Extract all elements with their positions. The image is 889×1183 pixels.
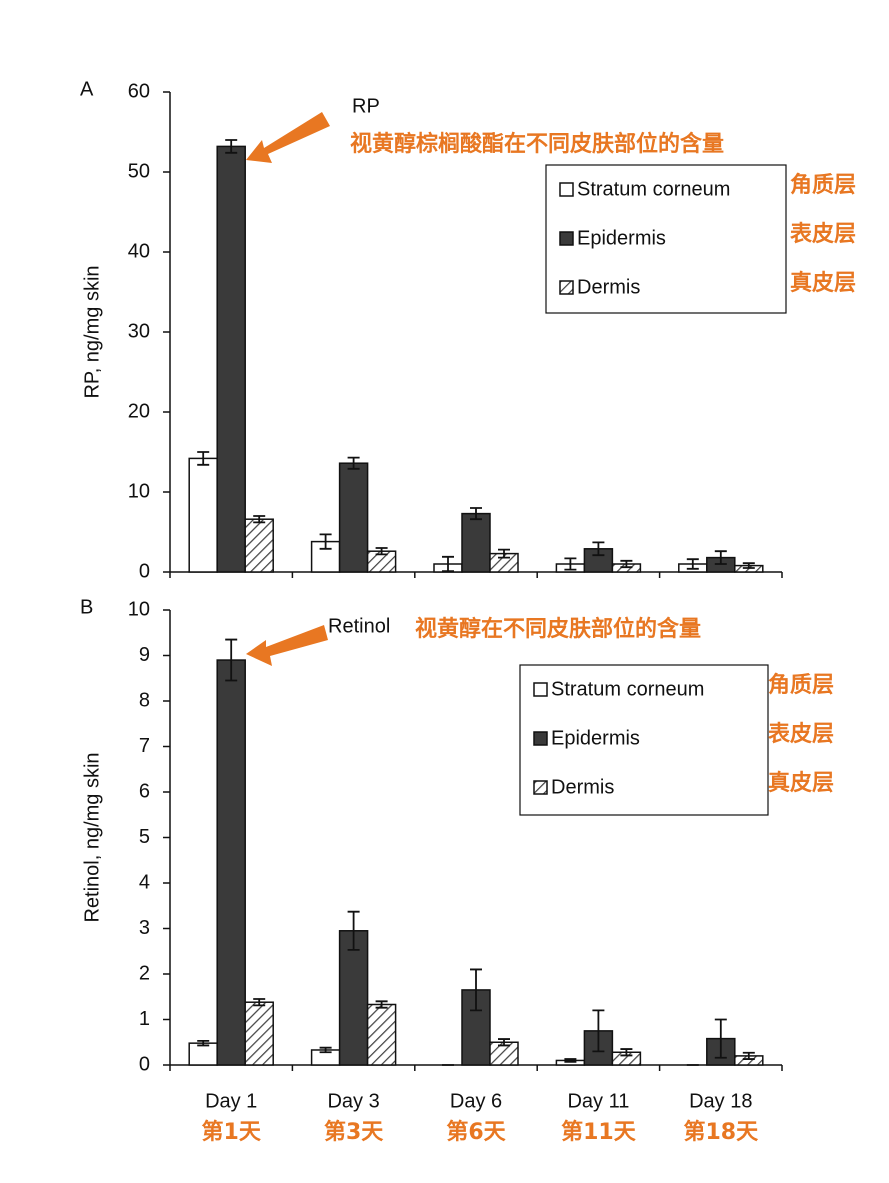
y-tick-label: 2 <box>139 962 150 984</box>
legend-label: Dermis <box>551 776 614 798</box>
error-bar <box>686 558 699 570</box>
error-bar <box>253 515 266 524</box>
legend-label: Stratum corneum <box>577 178 730 200</box>
legend-swatch <box>559 182 574 197</box>
bar <box>216 145 246 573</box>
error-bar <box>620 1048 633 1057</box>
x-tick-label: Day 11 <box>567 1090 629 1112</box>
error-bar <box>592 541 605 557</box>
error-bar <box>319 533 332 550</box>
arrow <box>246 625 328 666</box>
legend-label-cn: 表皮层 <box>768 721 834 747</box>
x-tick-label: Day 1 <box>205 1090 257 1112</box>
error-bar <box>319 1046 332 1054</box>
error-bar <box>714 550 727 565</box>
legend-label-cn: 表皮层 <box>790 221 856 247</box>
error-bar <box>375 1000 388 1009</box>
error-bar <box>564 557 577 571</box>
bar <box>366 1003 397 1066</box>
error-bar <box>498 548 510 559</box>
legend-label-cn: 角质层 <box>768 672 834 698</box>
y-tick-label: 10 <box>128 598 150 620</box>
y-tick-label: 0 <box>139 560 150 582</box>
bar <box>216 659 246 1066</box>
x-tick-label-cn: 第6天 <box>446 1119 506 1145</box>
legend-swatch <box>533 682 548 697</box>
legend-label-cn: 真皮层 <box>790 270 856 296</box>
error-bar <box>742 562 755 569</box>
annotation: Retinol <box>328 615 390 637</box>
legend-swatch <box>533 731 548 746</box>
error-bar <box>225 638 238 682</box>
error-bar <box>442 555 454 573</box>
bar <box>188 1042 218 1066</box>
y-tick-label: 5 <box>139 826 150 848</box>
error-bar <box>197 451 210 466</box>
y-axis-title: RP, ng/mg skin <box>81 265 103 398</box>
y-tick-label: 9 <box>139 644 150 666</box>
annotation-cn: 视黄醇在不同皮肤部位的含量 <box>415 616 701 642</box>
y-tick-label: 40 <box>128 240 150 262</box>
bar <box>244 518 274 573</box>
y-tick-label: 6 <box>139 780 150 802</box>
bar <box>188 457 218 573</box>
y-tick-label: 10 <box>128 480 150 502</box>
x-tick-label: Day 3 <box>327 1090 379 1112</box>
bar <box>338 462 369 573</box>
bar <box>244 1001 274 1066</box>
panel-label: A <box>80 78 94 100</box>
x-tick-label: Day 18 <box>689 1090 752 1112</box>
legend-label: Epidermis <box>551 727 640 749</box>
y-tick-label: 7 <box>139 735 150 757</box>
legend-label-cn: 真皮层 <box>768 770 834 796</box>
legend-label: Epidermis <box>577 227 666 249</box>
error-bar <box>564 1058 577 1063</box>
legend-box <box>545 164 787 314</box>
legend-swatch <box>559 280 574 295</box>
x-tick-label-cn: 第3天 <box>324 1119 384 1145</box>
error-bar <box>714 1018 727 1059</box>
x-tick-label: Day 6 <box>450 1090 502 1112</box>
error-bar <box>742 1051 755 1060</box>
y-tick-label: 4 <box>139 871 150 893</box>
legend-label-cn: 角质层 <box>790 172 856 198</box>
error-bar <box>592 1009 605 1053</box>
y-axis-title: Retinol, ng/mg skin <box>81 752 103 922</box>
annotation-cn: 视黄醇棕榈酸酯在不同皮肤部位的含量 <box>350 131 724 157</box>
error-bar <box>375 547 388 556</box>
panel-label: B <box>80 596 93 618</box>
error-bar <box>197 1039 210 1047</box>
arrow <box>246 112 330 163</box>
error-bar <box>225 139 238 154</box>
bar <box>338 930 369 1066</box>
y-tick-label: 8 <box>139 689 150 711</box>
bar <box>461 512 491 573</box>
y-tick-label: 60 <box>128 80 150 102</box>
error-bar <box>470 968 482 1012</box>
y-tick-label: 50 <box>128 160 150 182</box>
x-tick-label-cn: 第18天 <box>683 1119 759 1145</box>
y-tick-label: 20 <box>128 400 150 422</box>
bar <box>706 1037 736 1066</box>
error-bar <box>620 559 633 569</box>
error-bar <box>253 998 266 1007</box>
error-bar <box>347 910 360 951</box>
legend-box <box>519 664 769 816</box>
x-tick-label-cn: 第1天 <box>202 1119 262 1145</box>
legend-label: Dermis <box>577 276 640 298</box>
error-bar <box>498 1038 510 1047</box>
legend-swatch <box>559 231 574 246</box>
x-tick-label-cn: 第11天 <box>561 1119 637 1145</box>
annotation: RP <box>352 95 380 117</box>
legend-label: Stratum corneum <box>551 678 704 700</box>
error-bar <box>470 507 482 521</box>
legend-swatch <box>533 780 548 795</box>
y-tick-label: 30 <box>128 320 150 342</box>
y-tick-label: 0 <box>139 1053 150 1075</box>
y-tick-label: 1 <box>139 1008 150 1030</box>
y-tick-label: 3 <box>139 917 150 939</box>
error-bar <box>347 456 360 470</box>
